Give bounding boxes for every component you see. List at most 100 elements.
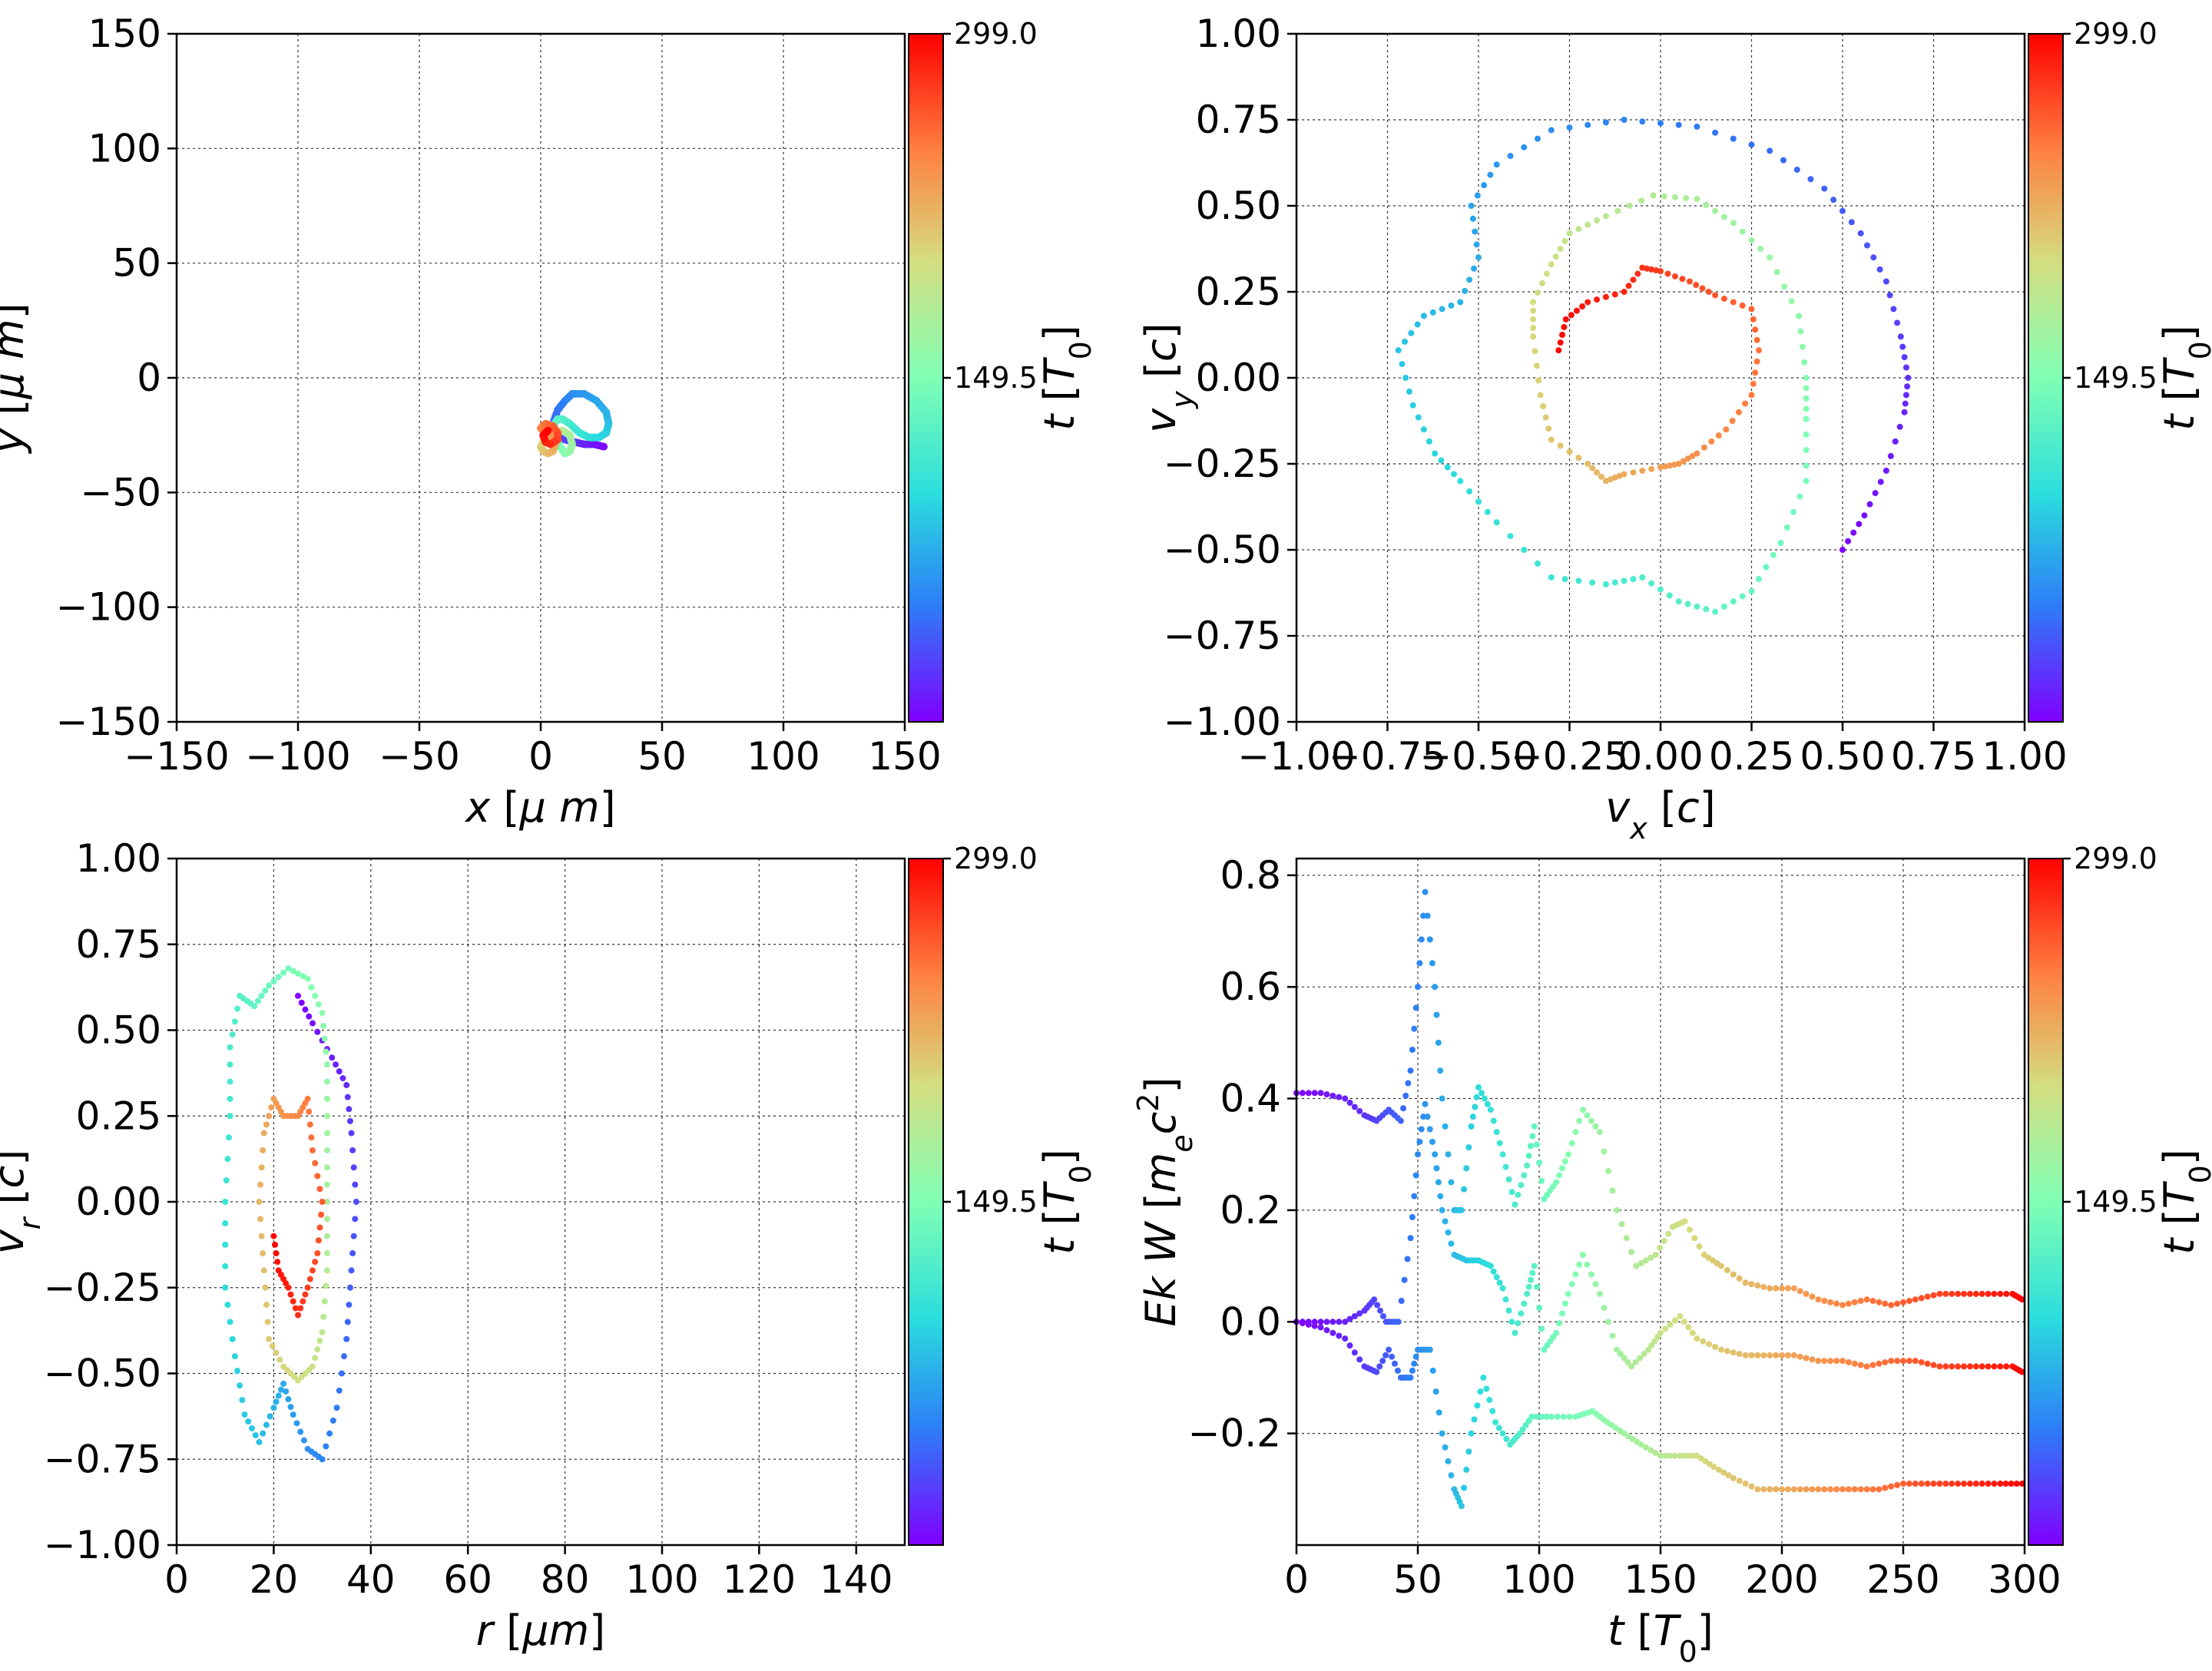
data-point bbox=[227, 1095, 233, 1102]
data-point bbox=[1457, 299, 1464, 306]
data-point bbox=[1490, 1268, 1497, 1275]
data-point bbox=[346, 1106, 353, 1113]
x-tick-label: 50 bbox=[1393, 1557, 1442, 1602]
data-point bbox=[1418, 1126, 1425, 1133]
data-point bbox=[1902, 364, 1909, 371]
data-point bbox=[1559, 1165, 1566, 1172]
data-point bbox=[1376, 1363, 1383, 1370]
data-point bbox=[1661, 193, 1667, 200]
data-point bbox=[224, 1302, 231, 1309]
data-point bbox=[1638, 197, 1645, 204]
data-point bbox=[1529, 1133, 1536, 1140]
data-point bbox=[1647, 1254, 1654, 1261]
data-point bbox=[1442, 1444, 1449, 1451]
data-point bbox=[1512, 1329, 1518, 1336]
data-point bbox=[326, 1430, 333, 1437]
data-point bbox=[1530, 325, 1537, 332]
data-point bbox=[1815, 1486, 1822, 1493]
data-point bbox=[1760, 1352, 1767, 1358]
data-point bbox=[260, 1250, 267, 1257]
data-point bbox=[1411, 1025, 1418, 1032]
data-point bbox=[1979, 1481, 1985, 1487]
data-point bbox=[1435, 1409, 1442, 1416]
data-point bbox=[1429, 309, 1436, 316]
data-point bbox=[1478, 1090, 1485, 1097]
data-point bbox=[1671, 1317, 1678, 1324]
data-point bbox=[229, 1031, 236, 1038]
data-point bbox=[266, 1335, 273, 1342]
data-point bbox=[1730, 1271, 1737, 1278]
y-tick-label: −0.75 bbox=[44, 1437, 161, 1481]
data-point bbox=[1373, 1368, 1380, 1375]
data-point bbox=[1626, 203, 1633, 209]
data-point bbox=[1883, 467, 1889, 474]
y-axis-label: vr [c] bbox=[0, 1150, 47, 1255]
data-point bbox=[1833, 1358, 1840, 1365]
data-point bbox=[1538, 280, 1545, 286]
data-point bbox=[1845, 1300, 1852, 1307]
data-point bbox=[287, 1291, 294, 1298]
data-point bbox=[1416, 960, 1423, 967]
y-tick-label: 1.00 bbox=[1196, 12, 1281, 56]
data-point bbox=[1675, 461, 1682, 467]
data-point bbox=[1466, 276, 1473, 283]
data-point bbox=[1398, 1298, 1405, 1305]
data-point bbox=[1803, 447, 1810, 454]
data-point bbox=[1803, 1486, 1810, 1493]
data-point bbox=[1845, 538, 1852, 544]
data-point bbox=[306, 1108, 313, 1115]
y-axis-label: vy [c] bbox=[1137, 323, 1199, 432]
data-point bbox=[1671, 1452, 1678, 1459]
data-point bbox=[1739, 228, 1746, 235]
data-point bbox=[1406, 388, 1412, 395]
data-point bbox=[1495, 1424, 1502, 1431]
data-point bbox=[1486, 1397, 1493, 1404]
data-point bbox=[348, 1130, 355, 1137]
data-point bbox=[1632, 1358, 1639, 1365]
data-point bbox=[1643, 1444, 1650, 1451]
data-point bbox=[1797, 328, 1804, 335]
data-point bbox=[1691, 1235, 1698, 1242]
data-point bbox=[1465, 1448, 1472, 1455]
data-point bbox=[2008, 1481, 2015, 1487]
y-tick-label: 100 bbox=[88, 126, 161, 170]
data-point bbox=[1863, 1296, 1870, 1303]
data-point bbox=[1382, 1352, 1389, 1358]
data-point bbox=[304, 1095, 311, 1102]
grid-lines bbox=[176, 33, 906, 723]
data-point bbox=[1715, 1466, 1722, 1473]
data-point bbox=[1521, 1172, 1528, 1179]
data-point bbox=[1892, 438, 1899, 445]
data-point bbox=[1433, 1165, 1440, 1172]
data-point bbox=[1661, 463, 1668, 470]
data-point bbox=[1730, 1349, 1737, 1356]
data-point bbox=[336, 1387, 343, 1394]
data-point bbox=[1573, 307, 1580, 314]
data-point bbox=[297, 1305, 304, 1312]
x-tick-label: 250 bbox=[1866, 1557, 1939, 1602]
data-point bbox=[1561, 576, 1568, 583]
data-point bbox=[1330, 1319, 1336, 1325]
data-point bbox=[1481, 1095, 1488, 1102]
data-point bbox=[1420, 426, 1427, 433]
data-point bbox=[1499, 1285, 1506, 1292]
data-point bbox=[1533, 362, 1540, 369]
data-point bbox=[1533, 1413, 1540, 1420]
data-point bbox=[1689, 452, 1696, 459]
x-tick-label: 140 bbox=[820, 1557, 892, 1602]
x-tick-label: 50 bbox=[637, 734, 687, 779]
data-point bbox=[227, 1044, 233, 1051]
data-point bbox=[1675, 598, 1682, 605]
data-point bbox=[1466, 488, 1473, 495]
data-point bbox=[1317, 1319, 1324, 1325]
x-tick-label: 1.00 bbox=[1982, 734, 2067, 779]
data-point bbox=[1356, 1356, 1363, 1363]
data-point bbox=[1496, 1279, 1503, 1286]
data-point bbox=[1796, 493, 1803, 500]
colorbar: 299.0 149.5t [T0] bbox=[2028, 17, 2212, 723]
data-point bbox=[1531, 1262, 1538, 1269]
data-point bbox=[1433, 1011, 1440, 1018]
data-point bbox=[341, 1353, 348, 1360]
data-point bbox=[1597, 1129, 1603, 1136]
data-point bbox=[1530, 316, 1537, 323]
